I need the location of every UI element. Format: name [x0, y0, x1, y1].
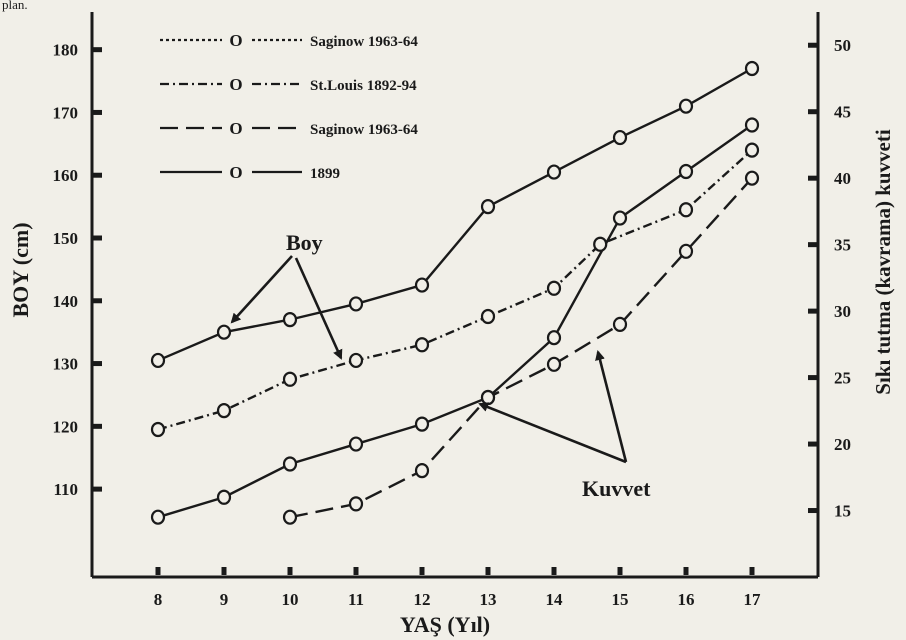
- data-point: [414, 277, 430, 293]
- annotation-arrow: [230, 255, 293, 324]
- data-point: [216, 324, 232, 340]
- y2-tick-label: 20: [834, 435, 851, 454]
- axes: [90, 12, 820, 579]
- x-tick-label: 9: [220, 590, 229, 609]
- y-tick-label: 110: [53, 480, 78, 499]
- data-point: [348, 436, 364, 452]
- data-point: [348, 352, 364, 369]
- x-tick-label: 12: [414, 590, 431, 609]
- corner-text: plan.: [2, 0, 28, 12]
- data-point: [150, 352, 166, 369]
- annotation-boy: Boy: [286, 230, 323, 255]
- data-point: [414, 416, 430, 432]
- x-tick-label: 10: [282, 590, 299, 609]
- data-point: [546, 330, 562, 346]
- data-point: [282, 312, 298, 328]
- x-tick-label: 17: [744, 590, 762, 609]
- data-point: [216, 403, 232, 419]
- data-point: [612, 316, 628, 333]
- y2-tick-label: 35: [834, 236, 851, 255]
- y2-tick-label: 40: [834, 169, 851, 188]
- data-point: [546, 280, 562, 296]
- y-tick-label: 170: [53, 103, 79, 122]
- legend-marker-glyph: O: [229, 119, 242, 138]
- data-point: [480, 308, 496, 325]
- y-tick-label: 120: [53, 417, 79, 436]
- annotation-arrow: [595, 350, 628, 463]
- x-tick-label: 11: [348, 590, 364, 609]
- y-tick-label: 150: [53, 229, 79, 248]
- x-axis-title: YAŞ (Yıl): [400, 612, 490, 637]
- y2-tick-label: 15: [834, 502, 851, 521]
- x-tick-label: 14: [546, 590, 564, 609]
- data-point: [678, 243, 694, 259]
- data-point: [282, 456, 298, 472]
- y2-tick-label: 45: [834, 103, 851, 122]
- data-point: [744, 117, 760, 133]
- data-point: [150, 509, 166, 525]
- data-point: [546, 356, 562, 372]
- legend-marker-glyph: O: [229, 31, 242, 50]
- data-point: [612, 129, 628, 146]
- series-line-kuvvet-dashed: [289, 177, 753, 519]
- ticks: 8 9 10 11 12 13 14 15 16 17 110 120 130 140 150 160 170 1…: [53, 36, 852, 609]
- series-line-kuvvet-solid: [157, 124, 753, 519]
- y-tick-label: 160: [53, 166, 79, 185]
- annotation-kuvvet: Kuvvet: [582, 476, 651, 501]
- data-point: [593, 236, 608, 252]
- series-line-boy-solid: [157, 67, 753, 362]
- series-markers: [150, 60, 760, 525]
- legend-label: St.Louis 1892-94: [310, 78, 417, 94]
- data-point: [282, 509, 298, 525]
- data-point: [678, 163, 694, 180]
- annotation-arrow: [294, 257, 343, 360]
- data-point: [150, 421, 166, 438]
- legend-marker-glyph: O: [229, 163, 242, 182]
- data-point: [480, 389, 496, 406]
- data-point: [612, 210, 628, 226]
- legend-marker-glyph: O: [229, 75, 242, 94]
- y2-tick-label: 50: [834, 36, 851, 55]
- legend: O Saginow 1963-64 O St.Louis 1892-94 O Sagino…: [160, 31, 418, 182]
- series-line-boy-dashdot: [157, 149, 753, 431]
- data-point: [414, 463, 430, 479]
- x-tick-label: 16: [678, 590, 695, 609]
- data-point: [546, 164, 562, 180]
- y2-tick-label: 30: [834, 302, 851, 321]
- data-point: [744, 60, 760, 77]
- data-point: [744, 170, 760, 186]
- series-lines: [157, 67, 753, 519]
- x-tick-label: 15: [612, 590, 629, 609]
- annotation-arrow: [478, 402, 627, 464]
- data-point: [678, 98, 694, 114]
- y-axis-title: BOY (cm): [8, 222, 33, 317]
- legend-label: 1899: [310, 166, 340, 182]
- y-tick-label: 140: [53, 292, 79, 311]
- y2-axis-title: Sıkı tutma (kavrama) kuvveti: [871, 129, 895, 395]
- data-point: [282, 371, 298, 387]
- y2-tick-label: 25: [834, 369, 851, 388]
- data-point: [678, 202, 694, 218]
- data-point: [480, 199, 496, 215]
- legend-label: Saginow 1963-64: [310, 34, 418, 50]
- y-tick-label: 180: [53, 41, 79, 60]
- y-tick-label: 130: [53, 355, 79, 374]
- data-point: [348, 496, 364, 512]
- data-point: [744, 142, 760, 158]
- data-point: [414, 337, 430, 353]
- annotations: Boy Kuvvet: [230, 230, 651, 501]
- legend-label: Saginow 1963-64: [310, 122, 418, 138]
- data-point: [348, 296, 364, 312]
- x-tick-label: 13: [480, 590, 497, 609]
- data-point: [216, 489, 232, 505]
- x-tick-label: 8: [154, 590, 163, 609]
